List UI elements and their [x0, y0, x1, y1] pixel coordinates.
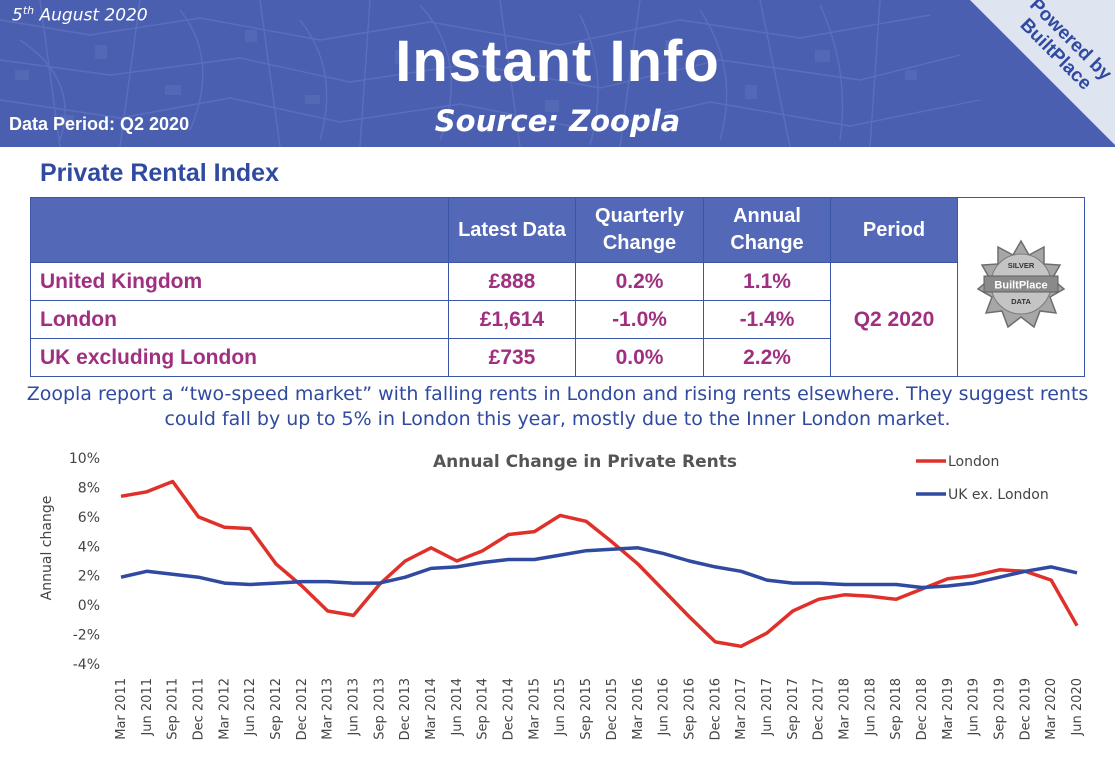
legend-label-uk-ex-london: UK ex. London [948, 487, 1049, 503]
annual-change-chart: Annual Change in Private Rents Annual ch… [39, 451, 1085, 740]
annual-cell: 2.2% [703, 338, 831, 377]
y-tick-label: 4% [78, 539, 100, 555]
y-tick-label: 8% [78, 480, 100, 496]
x-tick-label: Jun 2012 [243, 678, 258, 737]
annual-cell: -1.4% [703, 300, 831, 339]
x-tick-label: Jun 2020 [1070, 678, 1085, 737]
latest-cell: £735 [448, 338, 576, 377]
y-tick-label: -4% [73, 657, 100, 673]
table-header-row: Latest Data Quarterly Change Annual Chan… [30, 197, 1085, 377]
quarterly-cell: 0.0% [575, 338, 704, 377]
legend-label-london: London [948, 454, 999, 470]
series-line-uk-ex-london [120, 546, 1078, 590]
silver-badge-icon: SILVER BuiltPlace DATA [976, 239, 1066, 329]
y-tick-label: 0% [78, 598, 100, 614]
x-tick-label: Jun 2016 [657, 678, 672, 737]
page-title: Instant Info [395, 29, 720, 94]
header-period: Period [830, 197, 958, 263]
x-tick-label: Sep 2014 [476, 678, 491, 740]
rental-index-table: Latest Data Quarterly Change Annual Chan… [30, 197, 1085, 377]
x-tick-label: Jun 2011 [140, 678, 155, 737]
x-tick-label: Sep 2011 [166, 678, 181, 740]
x-tick-label: Sep 2013 [372, 678, 387, 740]
region-cell: UK excluding London [30, 338, 449, 377]
x-tick-label: Dec 2016 [708, 678, 723, 740]
x-tick-label: Dec 2011 [192, 678, 207, 740]
x-tick-label: Dec 2015 [605, 678, 620, 740]
x-tick-label: Mar 2016 [631, 678, 646, 740]
x-tick-label: Dec 2014 [502, 678, 517, 740]
header-blank [30, 197, 449, 263]
x-tick-label: Mar 2019 [941, 678, 956, 740]
x-tick-label: Mar 2015 [527, 678, 542, 740]
publication-date: 5th August 2020 [12, 4, 148, 26]
chart-title: Annual Change in Private Rents [433, 452, 737, 472]
x-tick-label: Sep 2018 [889, 678, 904, 740]
table-row: United Kingdom £888 0.2% 1.1% Q2 2020 [30, 262, 1085, 377]
section-title: Private Rental Index [40, 159, 279, 187]
x-tick-label: Mar 2012 [217, 678, 232, 740]
header-banner: 5th August 2020 Instant Info Source: Zoo… [0, 0, 1115, 147]
x-tick-label: Mar 2017 [734, 678, 749, 740]
table-row: UK excluding London £735 0.0% 2.2% [30, 338, 1085, 377]
x-tick-label: Dec 2013 [398, 678, 413, 740]
badge-top-text: SILVER [1008, 261, 1035, 270]
x-tick-label: Jun 2017 [760, 678, 775, 737]
header-quarterly-change: Quarterly Change [575, 197, 704, 263]
street-map-background [0, 0, 981, 147]
silver-data-badge: SILVER BuiltPlace DATA [957, 197, 1085, 377]
x-tick-label: Jun 2015 [553, 678, 568, 737]
quarterly-cell: 0.2% [575, 262, 704, 301]
quarterly-cell: -1.0% [575, 300, 704, 339]
x-tick-label: Sep 2015 [579, 678, 594, 740]
x-tick-label: Sep 2019 [992, 678, 1007, 740]
x-tick-label: Sep 2016 [682, 678, 697, 740]
x-tick-label: Mar 2020 [1044, 678, 1059, 740]
header-annual-change: Annual Change [703, 197, 831, 263]
source-label: Source: Zoopla [434, 104, 681, 138]
y-tick-label: 10% [69, 451, 100, 467]
x-tick-label: Mar 2011 [114, 678, 129, 740]
x-tick-label: Sep 2017 [786, 678, 801, 740]
badge-bottom-text: DATA [1011, 297, 1031, 306]
market-commentary: Zoopla report a “two-speed market” with … [26, 383, 1089, 430]
latest-cell: £888 [448, 262, 576, 301]
x-tick-label: Dec 2019 [1018, 678, 1033, 740]
x-tick-label: Jun 2013 [347, 678, 362, 737]
y-tick-label: 6% [78, 510, 100, 526]
x-tick-label: Dec 2012 [295, 678, 310, 740]
x-tick-label: Mar 2013 [321, 678, 336, 740]
x-tick-label: Jun 2014 [450, 678, 465, 737]
x-tick-label: Mar 2018 [837, 678, 852, 740]
y-tick-label: 2% [78, 569, 100, 585]
x-tick-label: Jun 2018 [863, 678, 878, 737]
x-tick-label: Mar 2014 [424, 678, 439, 740]
x-tick-label: Jun 2019 [967, 678, 982, 737]
x-tick-label: Dec 2017 [812, 678, 827, 740]
period-cell: Q2 2020 [830, 262, 958, 377]
y-tick-label: -2% [73, 628, 100, 644]
badge-middle-text: BuiltPlace [994, 280, 1047, 292]
annual-cell: 1.1% [703, 262, 831, 301]
series-line-london [120, 479, 1079, 649]
data-period-label: Data Period: Q2 2020 [9, 114, 190, 134]
x-tick-label: Dec 2018 [915, 678, 930, 740]
latest-cell: £1,614 [448, 300, 576, 339]
y-axis-title: Annual change [39, 496, 55, 601]
region-cell: London [30, 300, 449, 339]
header-latest-data: Latest Data [448, 197, 576, 263]
x-tick-label: Sep 2012 [269, 678, 284, 740]
region-cell: United Kingdom [30, 262, 449, 301]
